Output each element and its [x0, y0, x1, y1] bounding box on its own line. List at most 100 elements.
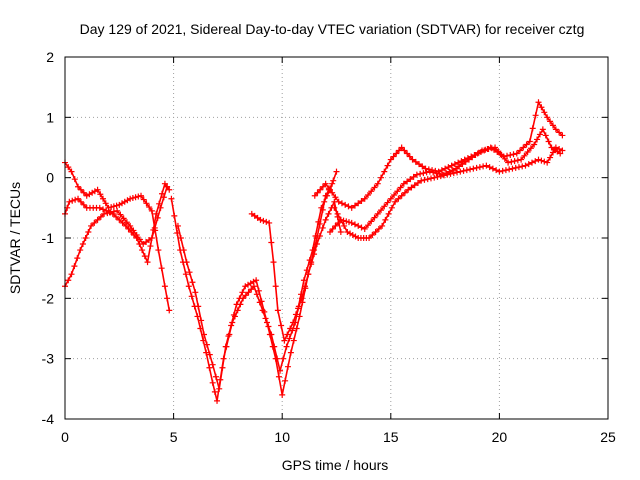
data-point [75, 183, 82, 190]
data-point [475, 149, 482, 156]
data-point [544, 159, 551, 166]
data-point [65, 164, 72, 171]
data-point [302, 283, 309, 290]
data-point [272, 283, 279, 290]
data-point [393, 150, 400, 157]
data-point [214, 397, 221, 404]
data-point [544, 114, 551, 121]
data-point [105, 204, 112, 211]
data-point [275, 373, 282, 380]
y-tick-label: -2 [42, 290, 55, 306]
data-point [355, 200, 362, 207]
data-point [524, 149, 531, 156]
data-point [130, 227, 137, 234]
y-tick-label: 2 [46, 49, 54, 65]
data-point [520, 144, 527, 151]
data-point [282, 377, 289, 384]
data-point [457, 168, 464, 175]
data-point [334, 210, 341, 217]
data-point [515, 164, 522, 171]
y-tick-label: -1 [42, 230, 55, 246]
data-point [164, 183, 171, 190]
data-point [539, 126, 546, 133]
data-point [159, 190, 166, 197]
data-point [245, 289, 252, 296]
data-point [375, 225, 382, 232]
data-point [100, 195, 107, 202]
data-point [431, 174, 438, 181]
data-point [79, 241, 86, 248]
data-point [147, 243, 154, 250]
data-point [549, 122, 556, 129]
data-point [450, 170, 457, 177]
data-point [192, 289, 199, 296]
data-point [319, 224, 326, 231]
data-point [269, 343, 276, 350]
data-point [127, 195, 134, 202]
data-point [180, 247, 187, 254]
data-point [298, 295, 305, 302]
data-point [547, 118, 554, 125]
data-point [66, 198, 73, 205]
data-point [263, 319, 270, 326]
data-point [387, 195, 394, 202]
data-point [216, 385, 223, 392]
data-point [88, 222, 95, 229]
data-point [441, 172, 448, 179]
data-point [525, 161, 532, 168]
series-arc-6 [248, 198, 344, 344]
data-point [502, 167, 509, 174]
data-point [97, 191, 104, 198]
data-point [155, 247, 162, 254]
data-point [225, 333, 232, 340]
data-point [509, 165, 516, 172]
data-point [345, 219, 352, 226]
data-point [541, 158, 548, 165]
data-point [233, 301, 240, 308]
y-tick-label: 0 [46, 170, 54, 186]
data-point [168, 195, 175, 202]
data-point [110, 203, 117, 210]
data-point [552, 144, 559, 151]
data-point [222, 343, 229, 350]
series-line [64, 162, 171, 311]
data-point [507, 152, 514, 159]
data-point [158, 265, 165, 272]
data-point [527, 145, 534, 152]
data-point [493, 167, 500, 174]
data-point [419, 163, 426, 170]
data-point [434, 173, 441, 180]
data-point [444, 171, 451, 178]
data-point [508, 158, 515, 165]
data-point [185, 283, 192, 290]
data-point [255, 287, 262, 294]
data-point [438, 167, 445, 174]
data-point [442, 165, 449, 172]
data-point [420, 170, 427, 177]
data-point [97, 213, 104, 220]
data-point [430, 169, 437, 176]
data-point [329, 225, 336, 232]
data-point [535, 156, 542, 163]
data-point [85, 228, 92, 235]
data-point [467, 166, 474, 173]
data-point [556, 146, 563, 153]
data-point [80, 189, 87, 196]
data-point [68, 271, 75, 278]
data-point [272, 355, 279, 362]
data-point [418, 177, 425, 184]
data-point [305, 271, 312, 278]
data-point [526, 138, 533, 145]
data-point [203, 349, 210, 356]
data-point [71, 176, 78, 183]
data-point [470, 165, 477, 172]
data-point [113, 213, 120, 220]
data-point [358, 224, 365, 231]
data-point [405, 186, 412, 193]
data-point [148, 207, 155, 214]
data-point [408, 184, 415, 191]
data-point [462, 158, 469, 165]
data-point [417, 170, 424, 177]
data-point [104, 210, 111, 217]
